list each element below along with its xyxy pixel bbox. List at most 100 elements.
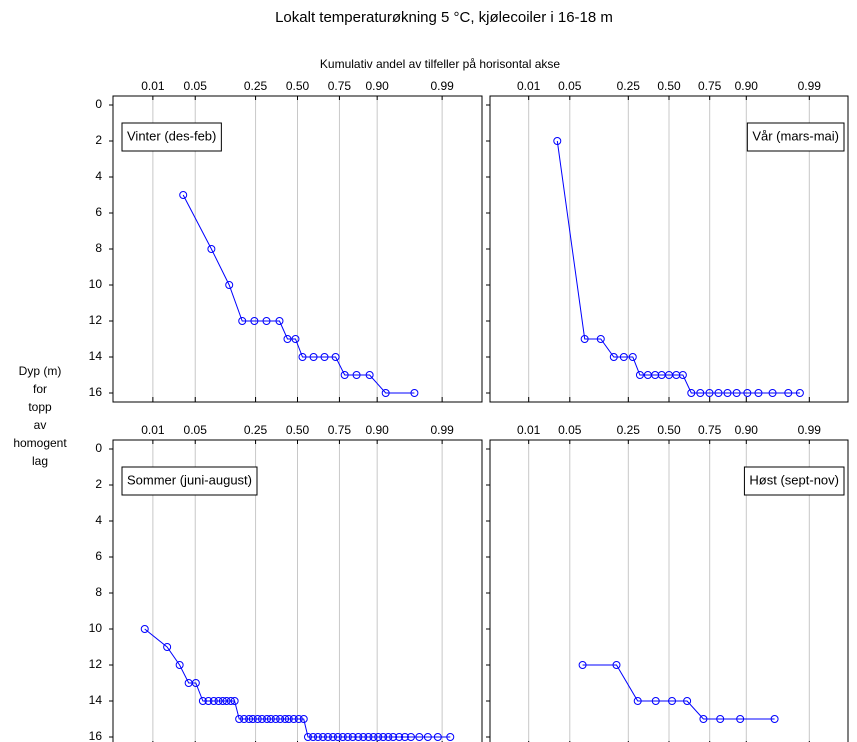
x-tick-label: 0.50 [657,423,681,437]
x-tick-label: 0.50 [286,79,310,93]
data-point [714,389,723,397]
x-tick-label: 0.99 [430,423,454,437]
y-axis-label: lag [32,454,48,468]
data-point [331,353,340,361]
x-tick-label: 0.90 [365,79,389,93]
data-point [303,733,312,741]
y-tick-label: 14 [89,349,103,363]
data-point [235,715,244,723]
data-point [553,137,562,145]
data-point [578,661,587,669]
data-point [374,733,383,741]
data-point [276,715,285,723]
data-point [668,697,677,705]
x-tick-label: 0.90 [365,423,389,437]
data-point [207,245,216,253]
data-point [323,733,332,741]
data-point [140,625,149,633]
panel-label-box [121,466,258,496]
data-point [415,733,424,741]
x-tick-label: 0.75 [328,79,352,93]
data-point [348,733,357,741]
y-tick-label: 6 [95,205,102,219]
x-tick-label: 0.05 [184,423,208,437]
x-tick-label: 0.99 [798,423,822,437]
x-tick-label: 0.01 [517,79,541,93]
data-point [596,335,605,343]
data-point [354,733,363,741]
data-point [266,715,275,723]
data-point [619,353,628,361]
data-point [175,661,184,669]
y-tick-label: 16 [89,385,103,399]
data-point [389,733,398,741]
y-axis-label: homogent [13,436,67,450]
data-point [395,733,404,741]
data-point [226,697,235,705]
y-tick-label: 0 [95,97,102,111]
y-axis-label: av [34,418,47,432]
data-point [340,371,349,379]
data-point [318,733,327,741]
data-point [222,697,231,705]
panel-label-box [743,466,845,496]
data-point [754,389,763,397]
data-point [262,317,271,325]
data-point [433,733,442,741]
y-axis-label: Dyp (m) [19,364,62,378]
data-point [770,715,779,723]
y-axis-label: for [33,382,47,396]
x-tick-label: 0.25 [244,79,268,93]
data-point [291,335,300,343]
data-point [240,715,249,723]
x-tick-label: 0.25 [617,79,641,93]
chart-title: Lokalt temperaturøkning 5 °C, kjølecoile… [275,9,613,26]
panel-frame [112,95,483,403]
data-point [609,353,618,361]
data-point [214,697,223,705]
data-point [384,733,393,741]
data-point [364,733,373,741]
data-point [338,733,347,741]
data-point [580,335,589,343]
data-point [309,733,318,741]
data-point [683,697,692,705]
data-point [253,715,262,723]
data-point [294,715,303,723]
data-point [768,389,777,397]
data-point [406,733,415,741]
data-point [635,371,644,379]
panel-label: Høst (sept-nov) [749,472,839,487]
x-tick-label: 0.25 [244,423,268,437]
data-line [582,664,775,720]
y-tick-label: 8 [95,241,102,255]
data-line [556,140,800,394]
data-point [696,389,705,397]
data-point [612,661,621,669]
x-tick-label: 0.01 [141,423,165,437]
data-point [333,733,342,741]
data-point [313,733,322,741]
x-tick-label: 0.05 [558,423,582,437]
data-point [281,715,290,723]
y-axis-label: topp [28,400,52,414]
data-point [365,371,374,379]
data-point [410,389,419,397]
panel-frame [112,439,483,742]
data-point [179,191,188,199]
data-point [359,733,368,741]
y-tick-label: 6 [95,549,102,563]
y-tick-label: 12 [89,313,103,327]
x-tick-label: 0.90 [735,423,759,437]
x-tick-label: 0.25 [617,423,641,437]
data-point [678,371,687,379]
y-tick-label: 0 [95,441,102,455]
x-tick-label: 0.90 [735,79,759,93]
data-point [633,697,642,705]
data-point [723,389,732,397]
data-point [209,697,218,705]
data-point [699,715,708,723]
y-tick-label: 16 [89,729,103,742]
data-point [320,353,329,361]
data-point [651,697,660,705]
